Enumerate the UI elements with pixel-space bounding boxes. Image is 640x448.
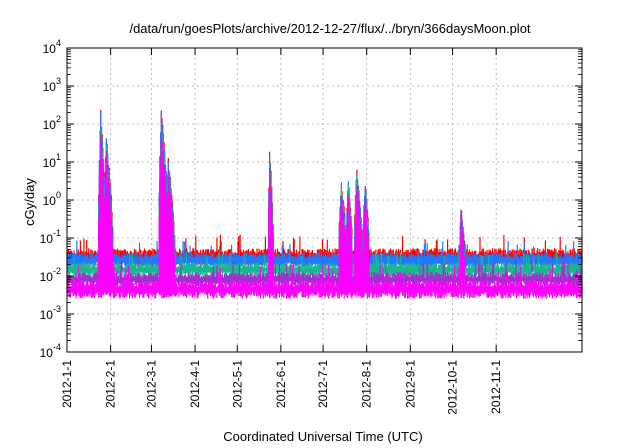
y-tick-label: 10-1 xyxy=(40,228,61,246)
plot-frame xyxy=(66,47,583,353)
chart-title: /data/run/goesPlots/archive/2012-12-27/f… xyxy=(129,21,530,36)
y-tick-label: 100 xyxy=(43,190,61,208)
y-axis-label: cGy/day xyxy=(22,178,37,226)
x-tick-label: 2012-1-1 xyxy=(60,360,74,408)
y-tick-labels: 10-4 10-3 10-2 10-1 100 101 102 103 104 xyxy=(40,38,61,360)
x-tick-label: 2012-8-1 xyxy=(360,360,374,408)
y-tick-label: 10-2 xyxy=(40,266,61,284)
x-tick-label: 2012-3-1 xyxy=(144,360,158,408)
x-tick-label: 2012-7-1 xyxy=(316,360,330,408)
axes xyxy=(66,47,583,353)
x-tick-label: 2012-2-1 xyxy=(104,360,118,408)
x-tick-label: 2012-11-1 xyxy=(489,360,503,414)
y-tick-label: 102 xyxy=(43,114,61,132)
x-tick-label: 2012-9-1 xyxy=(403,360,417,408)
y-tick-label: 101 xyxy=(43,152,61,170)
x-tick-label: 2012-10-1 xyxy=(446,360,460,415)
y-tick-label: 10-4 xyxy=(40,342,61,360)
y-tick-label: 104 xyxy=(43,38,61,56)
x-axis-label: Coordinated Universal Time (UTC) xyxy=(223,429,422,444)
x-tick-label: 2012-5-1 xyxy=(230,360,244,408)
x-tick-label: 2012-4-1 xyxy=(188,360,202,408)
series-red xyxy=(66,109,583,266)
series-group xyxy=(66,109,583,299)
grid xyxy=(67,48,582,352)
x-tick-label: 2012-6-1 xyxy=(274,360,288,408)
series-blue xyxy=(66,110,583,268)
y-tick-label: 103 xyxy=(43,76,61,94)
x-tick-labels: 2012-1-1 2012-2-1 2012-3-1 2012-4-1 2012-5-1… xyxy=(60,360,503,415)
y-tick-label: 10-3 xyxy=(40,304,61,322)
